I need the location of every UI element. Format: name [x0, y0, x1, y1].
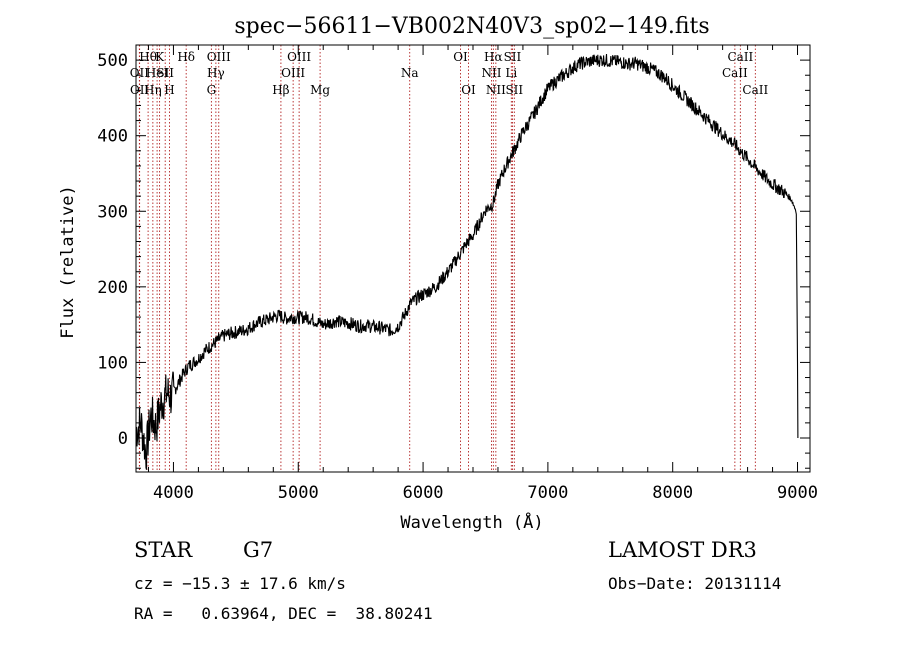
- line-marker-label: G: [207, 83, 217, 97]
- line-marker-label: Hα: [484, 50, 503, 64]
- line-marker-label: OIII: [207, 50, 231, 64]
- line-marker-label: Li: [505, 66, 517, 80]
- obs-date: Obs−Date: 20131114: [608, 574, 782, 593]
- x-tick-label: 7000: [527, 483, 568, 503]
- y-axis-ticks: 0 100 200 300 400 500: [97, 44, 810, 469]
- x-tick-label: 8000: [652, 483, 693, 503]
- emission-line-labels: OIIOIIHθHηHeIKSIIHHδGHγOIIIHβOIIIOIIIMgN…: [130, 50, 769, 97]
- y-tick-label: 400: [97, 127, 128, 147]
- chart-title: spec−56611−VB002N40V3_sp02−149.fits: [234, 14, 709, 39]
- line-marker-label: H: [164, 83, 174, 97]
- spectrum-line: [135, 53, 799, 470]
- y-tick-label: 500: [97, 51, 128, 71]
- line-marker-label: SII: [505, 83, 523, 97]
- line-marker-label: Hβ: [272, 83, 289, 97]
- line-marker-label: Hγ: [207, 66, 225, 80]
- line-marker-label: OIII: [281, 66, 305, 80]
- coordinates: RA = 0.63964, DEC = 38.80241: [134, 604, 433, 623]
- line-marker-label: Mg: [310, 83, 330, 97]
- line-marker-label: SII: [156, 66, 174, 80]
- line-marker-label: OIII: [287, 50, 311, 64]
- line-marker-label: OI: [453, 50, 468, 64]
- line-marker-label: CaII: [722, 66, 748, 80]
- line-marker-label: K: [155, 50, 165, 64]
- x-axis-ticks: 4000 5000 6000 7000 8000 9000: [147, 45, 818, 503]
- x-tick-label: 5000: [278, 483, 319, 503]
- y-tick-label: 0: [118, 429, 128, 449]
- line-marker-label: Na: [401, 66, 419, 80]
- y-axis-label: Flux (relative): [58, 185, 78, 339]
- line-marker-label: Hη: [144, 83, 162, 97]
- line-marker-label: NII: [486, 83, 506, 97]
- emission-line-markers: [138, 45, 756, 472]
- line-marker-label: CaII: [727, 50, 753, 64]
- line-marker-label: Hδ: [177, 50, 195, 64]
- line-marker-label: CaII: [742, 83, 768, 97]
- line-marker-label: HeI: [146, 66, 169, 80]
- object-subclass: G7: [243, 538, 274, 562]
- survey-name: LAMOST DR3: [608, 538, 757, 562]
- x-tick-label: 4000: [153, 483, 194, 503]
- x-tick-label: 9000: [777, 483, 818, 503]
- x-axis-label: Wavelength (Å): [400, 511, 543, 533]
- y-tick-label: 300: [97, 202, 128, 222]
- line-marker-label: OI: [461, 83, 476, 97]
- y-tick-label: 100: [97, 353, 128, 373]
- plot-frame: [135, 44, 811, 473]
- line-marker-label: SII: [504, 50, 522, 64]
- x-tick-label: 6000: [403, 483, 444, 503]
- line-marker-label: NII: [481, 66, 501, 80]
- y-tick-label: 200: [97, 278, 128, 298]
- object-class: STAR: [134, 538, 193, 562]
- line-marker-label: OII: [130, 66, 150, 80]
- redshift-text: cz = −15.3 ± 17.6 km/s: [134, 574, 346, 593]
